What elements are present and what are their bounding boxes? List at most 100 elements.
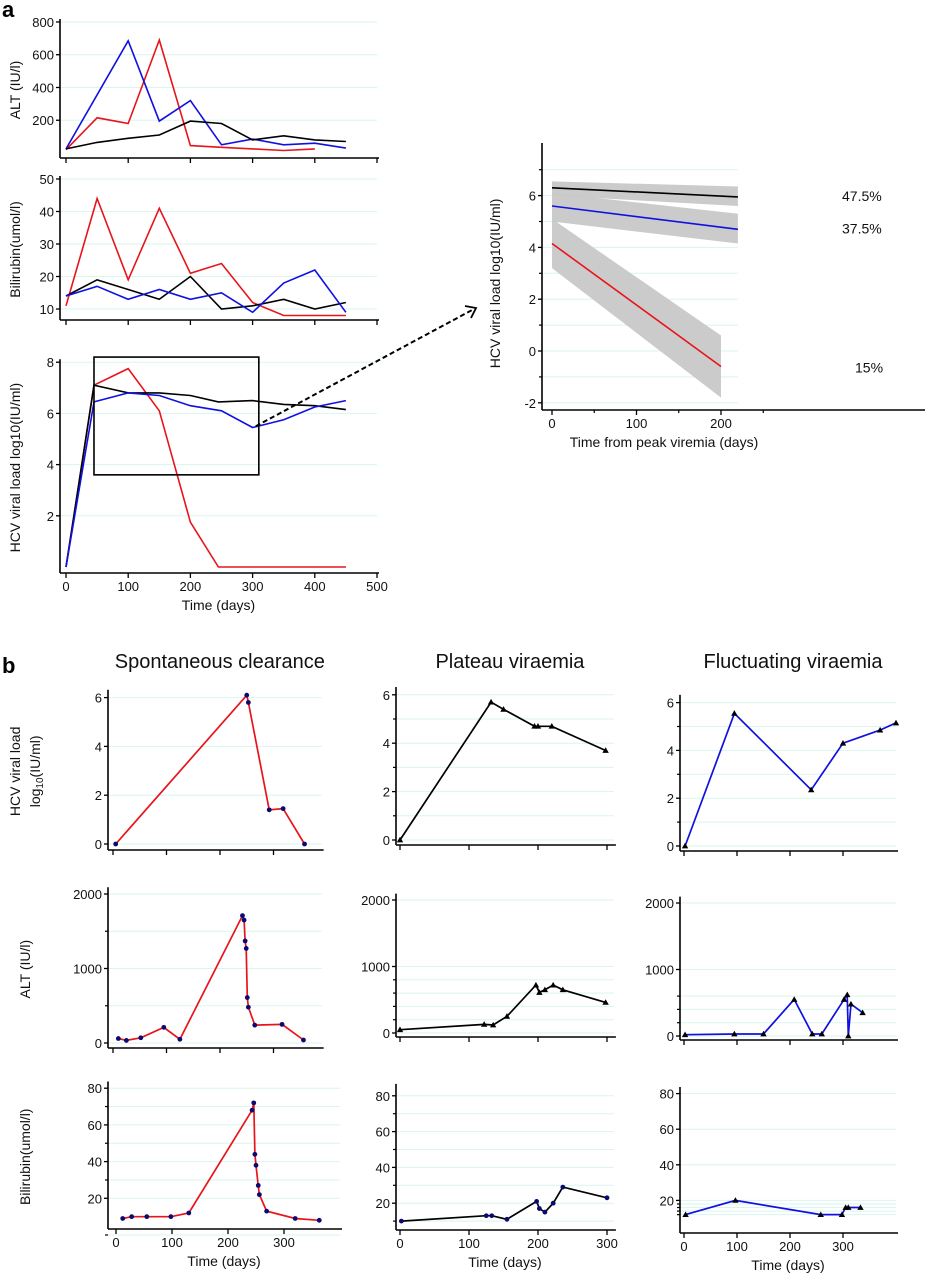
data-point: [809, 1030, 816, 1037]
data-point: [681, 1031, 689, 1038]
data-point: [244, 995, 250, 1000]
x-tick-label: 100: [161, 1235, 183, 1250]
y-tick-label: 60: [376, 1125, 390, 1140]
chart-b-pv-alt: 0 1000 2000: [361, 893, 616, 1042]
series-line-clearance: [118, 913, 305, 1042]
series-label-plateau: 47.5%: [842, 188, 882, 204]
y-tick-label: 4: [383, 736, 390, 751]
data-point: [113, 841, 119, 847]
series-line-fluctuating: [65, 38, 347, 150]
y-axis-label: Bilirubin(umol/l): [7, 201, 23, 297]
x-tick-label: 300: [273, 1235, 295, 1250]
data-point: [808, 786, 815, 793]
series-line-fluctuating: [551, 205, 738, 231]
data-point: [123, 1037, 129, 1043]
data-point: [252, 1022, 258, 1028]
y-tick-label: 0: [529, 344, 536, 359]
chart-b-fv-bilirubin: 20 40 60 80 0 100 200 300 Time (days): [660, 1087, 898, 1273]
panel-a-label: a: [2, 0, 15, 22]
x-tick-label: 100: [117, 579, 139, 594]
data-point: [859, 1009, 866, 1016]
y-axis-label: HCV viral load: [7, 727, 23, 816]
y-tick-label: 2000: [73, 887, 102, 902]
data-point: [604, 1195, 610, 1201]
data-point: [302, 841, 307, 847]
y-tick-label: 40: [376, 1160, 390, 1175]
data-point: [252, 1151, 258, 1157]
y-tick-label: 800: [32, 15, 54, 30]
y-tick-label: 50: [40, 172, 54, 187]
x-tick-label: 0: [548, 416, 555, 431]
y-tick-label: 1000: [73, 962, 102, 977]
x-tick-label: 200: [710, 416, 732, 431]
y-tick-label: 10: [40, 302, 54, 317]
data-point: [844, 991, 851, 998]
chart-b-pv-bilirubin: 20 40 60 80 0 100 200 300 Time (days): [376, 1083, 618, 1270]
y-tick-label: 2: [667, 791, 674, 806]
series-line-plateau: [401, 1186, 608, 1222]
series-line-plateau: [65, 384, 346, 568]
y-axis-label: HCV viral load log10(IU/ml): [7, 383, 23, 553]
x-tick-label: 0: [112, 1235, 119, 1250]
x-tick-label: 300: [242, 579, 264, 594]
y-axis-label: HCV viral load log10(IU/ml): [487, 199, 503, 369]
x-tick-label: 100: [726, 1239, 748, 1254]
data-point: [255, 1183, 261, 1188]
data-point: [682, 1211, 689, 1218]
y-axis-label-line2: log10(IU/ml): [27, 735, 46, 807]
x-axis-label: Time (days): [751, 1257, 824, 1273]
y-tick-label: 80: [660, 1087, 674, 1102]
chart-b-fv-viral: 0 2 4 6 Fluctuating viraemia: [667, 651, 900, 856]
chart-title: Spontaneous clearance: [115, 651, 325, 673]
data-point: [845, 1204, 852, 1210]
y-tick-label: -2: [524, 396, 536, 411]
arrowhead-icon: [464, 305, 478, 319]
x-tick-label: 0: [62, 579, 69, 594]
chart-a-viral: 2 4 6 8 0 100 200 300 400 500 HCV viral load log10…: [7, 305, 478, 613]
data-point: [115, 1036, 121, 1041]
x-tick-label: 0: [680, 1239, 687, 1254]
data-point: [731, 710, 738, 716]
data-point: [243, 945, 249, 951]
ci-band-plateau: [552, 181, 738, 206]
y-tick-label: 0: [667, 1029, 674, 1044]
data-point: [549, 981, 557, 988]
data-point: [266, 807, 272, 813]
data-point: [536, 989, 543, 995]
x-axis-label: Time (days): [468, 1254, 541, 1270]
data-point: [840, 996, 848, 1002]
data-point: [817, 1211, 824, 1218]
x-tick-label: 300: [832, 1239, 854, 1254]
data-point: [245, 1004, 251, 1010]
chart-b-pv-viral: 0 2 4 6 Plateau viraemia: [383, 651, 616, 850]
data-point: [857, 1204, 864, 1210]
data-point: [504, 1216, 510, 1222]
y-tick-label: 2000: [361, 893, 390, 908]
data-point: [253, 1162, 259, 1168]
x-tick-label: 500: [366, 579, 388, 594]
y-tick-label: 60: [660, 1122, 674, 1137]
y-tick-label: 30: [40, 237, 54, 252]
y-tick-label: 6: [383, 688, 390, 703]
series-line-plateau: [65, 120, 346, 150]
data-point: [732, 1197, 739, 1203]
data-point: [489, 1213, 495, 1219]
series-line-clearance: [65, 37, 315, 152]
x-tick-label: 200: [527, 1236, 549, 1251]
series-label-clearance: 15%: [855, 360, 883, 376]
data-point: [560, 1184, 566, 1190]
series-line-clearance: [122, 1102, 320, 1222]
data-point: [396, 1026, 404, 1033]
y-tick-label: 200: [32, 113, 54, 128]
chart-title: Fluctuating viraemia: [704, 651, 884, 673]
data-point: [264, 1208, 270, 1214]
data-point: [280, 806, 286, 812]
data-point: [876, 726, 884, 733]
y-tick-label: 4: [529, 240, 536, 255]
data-point: [681, 842, 689, 849]
series-line-plateau: [65, 275, 347, 310]
y-tick-label: 600: [32, 48, 54, 63]
y-tick-label: 2000: [645, 896, 674, 911]
y-tick-label: 0: [95, 837, 102, 852]
y-tick-label: 6: [47, 406, 54, 421]
